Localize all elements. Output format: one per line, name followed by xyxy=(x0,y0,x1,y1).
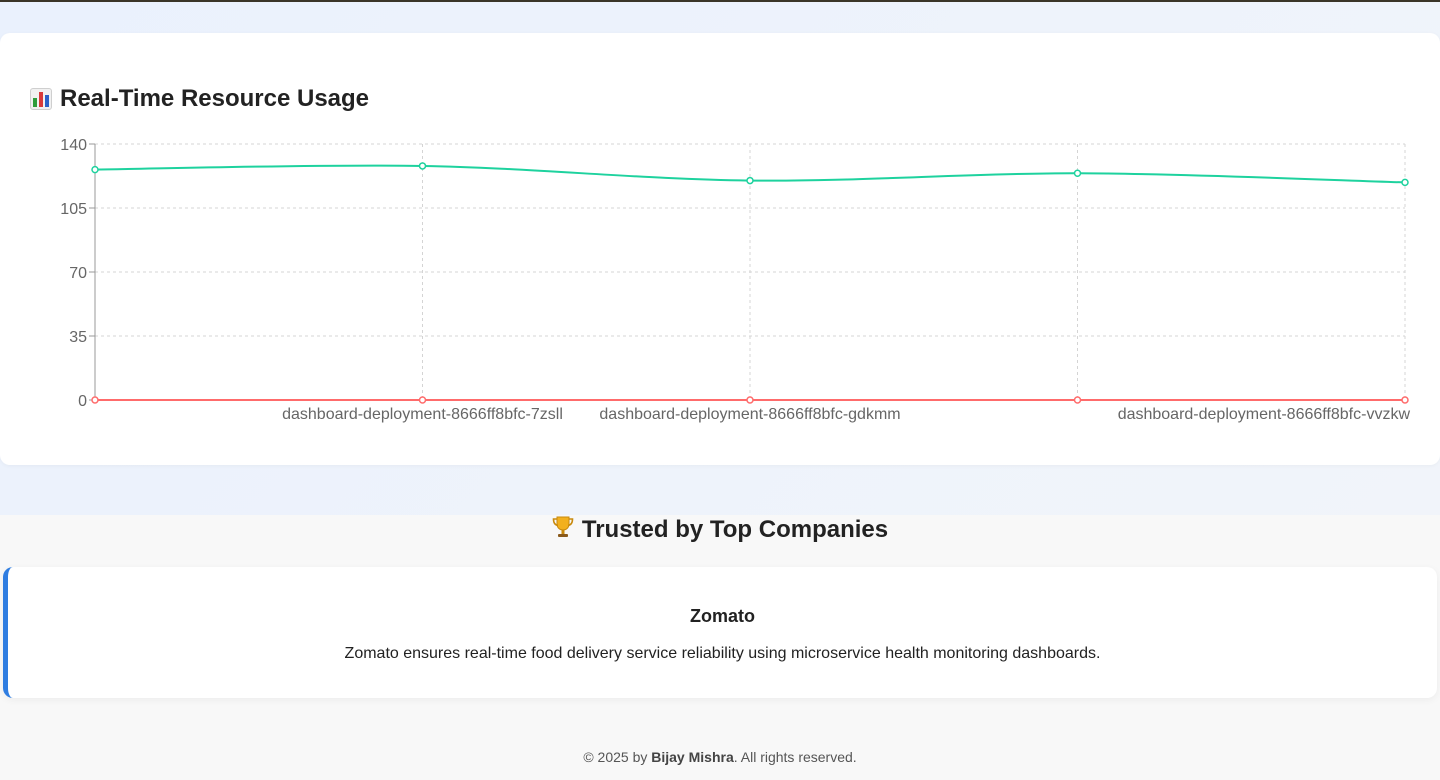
footer: © 2025 by Bijay Mishra. All rights reser… xyxy=(0,749,1440,765)
company-name: Zomato xyxy=(690,606,755,626)
data-point-series-2 xyxy=(418,396,427,404)
footer-rights: . All rights reserved. xyxy=(733,749,857,765)
data-point-series-1 xyxy=(1401,178,1409,187)
y-tick-label: 35 xyxy=(69,329,87,346)
top-border xyxy=(0,0,1440,2)
data-point-series-1 xyxy=(1073,169,1082,178)
companies-title-text: Trusted by Top Companies xyxy=(581,516,889,543)
footer-author: Bijay Mishra xyxy=(651,749,734,765)
data-point-series-1 xyxy=(91,165,99,174)
resource-usage-chart: 0 35 70 105 140 dashboard-deployment-8666ff8b… xyxy=(60,137,1411,423)
resource-usage-title-text: Real-Time Resource Usage xyxy=(60,85,370,112)
data-point-series-2 xyxy=(1073,396,1082,404)
footer-copyright: © 2025 by xyxy=(583,749,652,765)
x-tick-label: dashboard-deployment-8666ff8bfc-gdkmm xyxy=(599,406,900,423)
y-tick-label: 105 xyxy=(60,201,87,218)
data-point-series-2 xyxy=(1401,396,1409,404)
bar-chart-icon xyxy=(30,88,52,110)
data-point-series-1 xyxy=(746,176,754,185)
companies-title: Trusted by Top Companies xyxy=(0,515,1440,547)
x-tick-label: dashboard-deployment-8666ff8bfc-vvzkw xyxy=(1118,406,1411,423)
data-point-series-2 xyxy=(91,396,99,404)
y-tick-label: 70 xyxy=(69,265,87,282)
company-card: Zomato Zomato ensures real-time food del… xyxy=(3,567,1437,698)
y-tick-label: 140 xyxy=(60,137,87,154)
resource-usage-title: Real-Time Resource Usage xyxy=(30,84,369,114)
y-tick-label: 0 xyxy=(78,393,87,410)
trophy-icon xyxy=(552,515,574,547)
x-tick-label: dashboard-deployment-8666ff8bfc-7zsll xyxy=(282,406,563,423)
data-point-series-2 xyxy=(746,396,754,404)
company-description: Zomato ensures real-time food delivery s… xyxy=(344,645,1101,662)
resource-usage-card xyxy=(0,33,1440,465)
data-point-series-1 xyxy=(418,162,427,170)
